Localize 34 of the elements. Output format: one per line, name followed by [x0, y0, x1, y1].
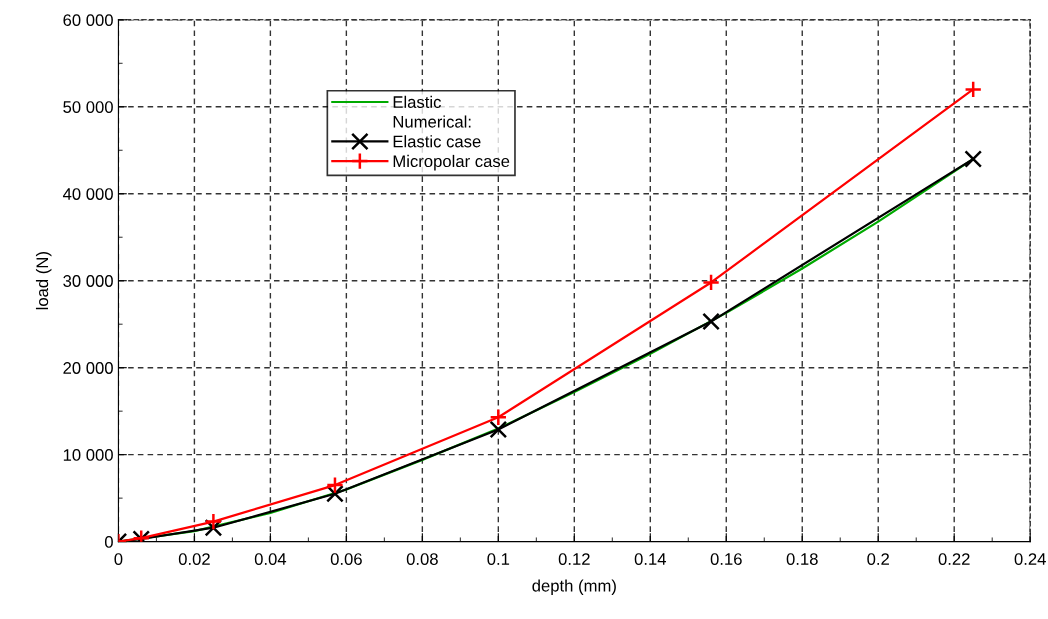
x-tick-label: 0 — [114, 553, 123, 565]
x-tick-label: 0.24 — [1014, 553, 1046, 565]
point — [702, 312, 720, 331]
x-tick-label: 0.04 — [254, 553, 287, 565]
x-tick-label: 0.2 — [867, 553, 889, 565]
y-axis-title: load (N) — [35, 252, 52, 310]
point — [964, 80, 983, 99]
legend-label: Elastic — [393, 95, 441, 108]
x-axis-title: depth (mm) — [532, 579, 616, 595]
point — [204, 512, 223, 531]
x-tick-label: 0.16 — [710, 553, 742, 565]
y-tick-label: 40 000 — [62, 188, 113, 200]
x-tick-label: 0.14 — [634, 553, 667, 565]
x-tick-label: 0.1 — [487, 553, 510, 565]
x-tick-label: 0.02 — [178, 553, 210, 565]
x-tick-label: 0.06 — [330, 553, 362, 565]
x-tick-label: 0.12 — [558, 553, 590, 565]
x-tick-label: 0.22 — [938, 553, 970, 565]
point — [489, 420, 508, 439]
point — [326, 476, 344, 494]
y-tick-label: 50 000 — [63, 101, 113, 113]
legend-label: Micropolar case — [393, 154, 510, 171]
y-tick-label: 10 000 — [63, 449, 113, 461]
y-tick-label: 30 000 — [63, 275, 113, 287]
point — [964, 150, 983, 168]
y-tick-label: 20 000 — [63, 362, 113, 374]
x-tick-label: 0.18 — [786, 553, 818, 565]
annotation: Numerical: — [393, 115, 471, 128]
point — [702, 273, 720, 292]
legend-label: Elastic case — [393, 135, 481, 148]
point — [489, 408, 508, 427]
x-tick-label: 0.08 — [406, 553, 438, 565]
y-tick-label: 60 000 — [63, 14, 113, 27]
y-tick-label: 0 — [104, 536, 113, 548]
